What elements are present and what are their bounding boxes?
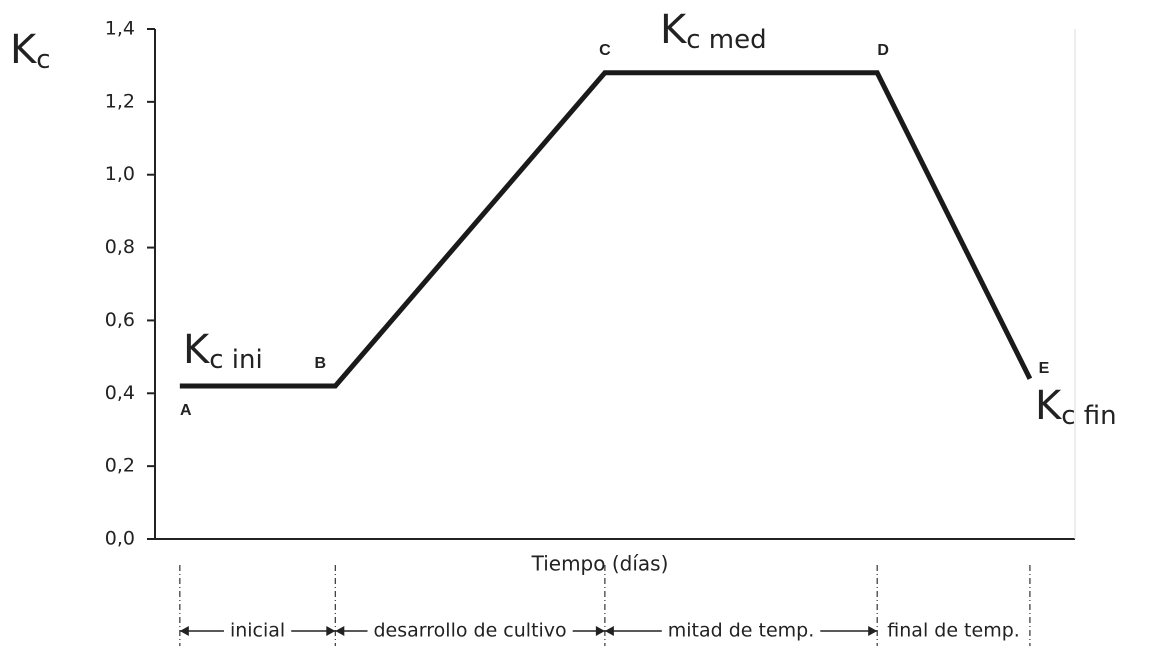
y-tick-label: 0,6 [105,309,135,331]
y-tick-label: 0,2 [105,455,135,477]
y-label-sub: c [36,45,50,75]
annotation-base: K [1035,383,1063,429]
annotation-sub: c ini [209,345,263,375]
point-label: B [315,355,327,372]
point-label: D [877,42,889,59]
stage-label: mitad de temp. [668,620,815,642]
point-label: C [599,42,611,59]
y-label-base: K [10,27,38,73]
y-axis-label: Kc [10,27,51,75]
annotation: Kc med [660,7,767,55]
y-tick-label: 1,2 [105,90,135,112]
stage-arrowhead [335,626,344,636]
stage-arrowhead [596,626,605,636]
stage-arrowhead [868,626,877,636]
stage-arrowhead [326,626,335,636]
stage-label: final de temp. [887,620,1020,642]
stage-label: desarrollo de cultivo [374,620,567,642]
y-tick-label: 0,0 [105,528,135,550]
annotation: Kc ini [183,327,263,375]
annotation-base: K [660,7,688,53]
y-tick-label: 0,8 [105,236,135,258]
y-tick-label: 1,0 [105,163,135,185]
annotation-base: K [183,327,211,373]
point-label: E [1039,360,1050,377]
point-label: A [180,402,192,419]
x-axis-label: Tiempo (días) [531,552,669,576]
stage-label: inicial [230,620,285,642]
annotation-sub: c med [686,25,766,55]
annotation: Kc fin [1035,383,1117,431]
y-tick-label: 0,4 [105,382,135,404]
stage-arrowhead [605,626,614,636]
annotation-sub: c fin [1061,401,1116,431]
stage-arrowhead [180,626,189,636]
kc-curve [180,73,1030,386]
y-tick-label: 1,4 [105,18,135,40]
chart: Tiempo (días) Kc 0,0 0,2 0,4 0,6 0,8 1,0 1,2 1,… [0,0,1151,648]
